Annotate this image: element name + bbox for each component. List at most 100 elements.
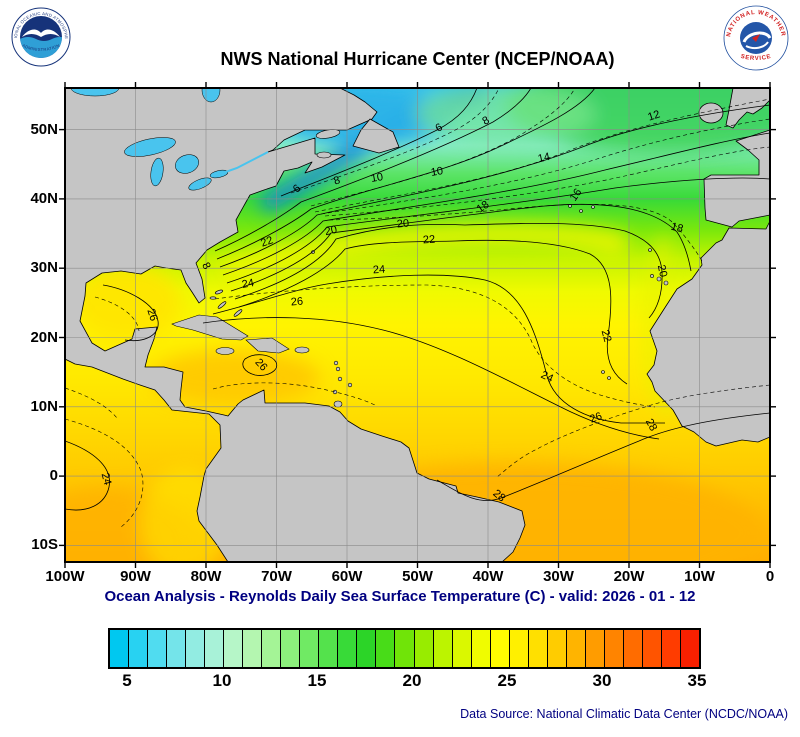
contour-label: 24 — [372, 264, 385, 277]
colorbar-cell — [110, 630, 129, 667]
colorbar-tick-label: 10 — [212, 671, 232, 690]
x-tick-label: 20W — [613, 568, 645, 585]
contour-label: 24 — [241, 277, 255, 291]
island-cuba — [171, 314, 249, 341]
y-tick-label: 20N — [30, 328, 58, 346]
island-anticosti — [315, 129, 341, 139]
contour-label: 14 — [537, 151, 551, 165]
colorbar-cell — [622, 630, 642, 667]
colorbar-cell — [166, 630, 186, 667]
analysis-caption: Ocean Analysis - Reynolds Daily Sea Surf… — [104, 588, 696, 605]
contour-label: 16 — [568, 187, 585, 204]
colorbar-tick-label: 5 — [122, 671, 132, 690]
x-tick-label: 0 — [765, 568, 775, 585]
colorbar-cell — [394, 630, 414, 667]
contour-label: 20 — [324, 224, 338, 238]
contour-label: 6 — [433, 121, 444, 134]
contour-label: 12 — [646, 108, 661, 123]
contour-label: 22 — [422, 234, 435, 247]
colorbar-cell — [375, 630, 395, 667]
island-pei — [316, 151, 332, 159]
x-tick-label: 70W — [261, 568, 292, 585]
y-tick-label: 10N — [30, 397, 58, 415]
colorbar-cell — [299, 630, 319, 667]
islands-atlantic — [311, 204, 669, 380]
lake-superior — [124, 137, 176, 157]
colorbar-cell — [204, 630, 224, 667]
colorbar-cell — [185, 630, 205, 667]
colorbar-cell — [527, 630, 547, 667]
colorbar-cell — [508, 630, 528, 667]
islands-lesser-antilles — [332, 360, 353, 408]
nws-wave-icon — [745, 41, 769, 50]
x-tick-label: 50W — [402, 568, 433, 585]
colorbar-cell — [470, 630, 490, 667]
colorbar-cell — [660, 630, 680, 667]
colorbar-cell — [128, 630, 148, 667]
colorbar-cell — [432, 630, 452, 667]
colorbar-cell — [261, 630, 281, 667]
island-jamaica — [215, 347, 235, 355]
colorbar-cell — [603, 630, 623, 667]
contour-label: 26 — [290, 295, 303, 308]
contour-label: 22 — [599, 329, 614, 344]
colorbar-cell — [546, 630, 566, 667]
colorbar-tick-label: 30 — [592, 671, 612, 690]
x-tick-label: 40W — [472, 568, 504, 585]
isotherm-contours — [65, 88, 770, 528]
x-tick-label: 90W — [120, 568, 151, 585]
colorbar-tick-label: 15 — [307, 671, 327, 690]
svg-text:ADMINISTRATION: ADMINISTRATION — [21, 43, 60, 52]
colorbar-cell — [565, 630, 585, 667]
nws-swoosh-icon — [742, 31, 772, 43]
colorbar-cell — [489, 630, 509, 667]
lake-huron — [175, 154, 199, 174]
colorbar-cell — [147, 630, 167, 667]
st-lawrence-river — [219, 151, 269, 175]
colorbar-cell — [223, 630, 243, 667]
temperature-colorbar — [108, 628, 701, 669]
colorbar-cell — [641, 630, 661, 667]
colorbar-cell — [413, 630, 433, 667]
lake-michigan — [150, 157, 164, 187]
y-tick-label: 50N — [30, 120, 58, 138]
contour-label: 18 — [475, 199, 492, 216]
noaa-gull-icon — [22, 29, 60, 37]
islands-bahamas — [209, 289, 243, 317]
lakes — [70, 88, 269, 191]
svg-text:SERVICE: SERVICE — [740, 54, 772, 62]
y-tick-label: 0 — [49, 467, 58, 485]
colorbar-cell — [584, 630, 604, 667]
y-tick-label: 30N — [30, 259, 58, 277]
nws-logo-icon: NATIONAL WEATHER SERVICE — [723, 5, 789, 71]
colorbar-cell — [679, 630, 699, 667]
island-hispaniola — [245, 337, 290, 354]
contour-label: 20 — [655, 264, 669, 278]
colorbar-cell — [337, 630, 357, 667]
colorbar-cell — [451, 630, 471, 667]
land-americas — [65, 88, 526, 562]
colorbar-tick-label: 35 — [687, 671, 707, 690]
nws-red-mark-icon — [752, 34, 760, 42]
contour-label: 26 — [588, 410, 604, 425]
land-france-iberia — [703, 129, 770, 228]
colorbar-tick-label: 20 — [402, 671, 422, 690]
x-tick-label: 30W — [543, 568, 574, 585]
y-tick-label: 10S — [31, 536, 58, 554]
contour-label: 8 — [199, 260, 212, 271]
land-africa — [646, 220, 770, 447]
colorbar-cell — [318, 630, 338, 667]
map-frame — [64, 87, 771, 563]
hudson-bay — [70, 88, 120, 97]
x-tick-label: 10W — [684, 568, 715, 585]
page-title: NWS National Hurricane Center (NCEP/NOAA… — [220, 49, 615, 69]
data-source-note: Data Source: National Climatic Data Cent… — [460, 707, 788, 721]
x-tick-label: 80W — [190, 568, 222, 585]
contour-label: 24 — [99, 472, 114, 487]
colorbar-cell — [280, 630, 300, 667]
contour-label: 28 — [643, 417, 659, 433]
